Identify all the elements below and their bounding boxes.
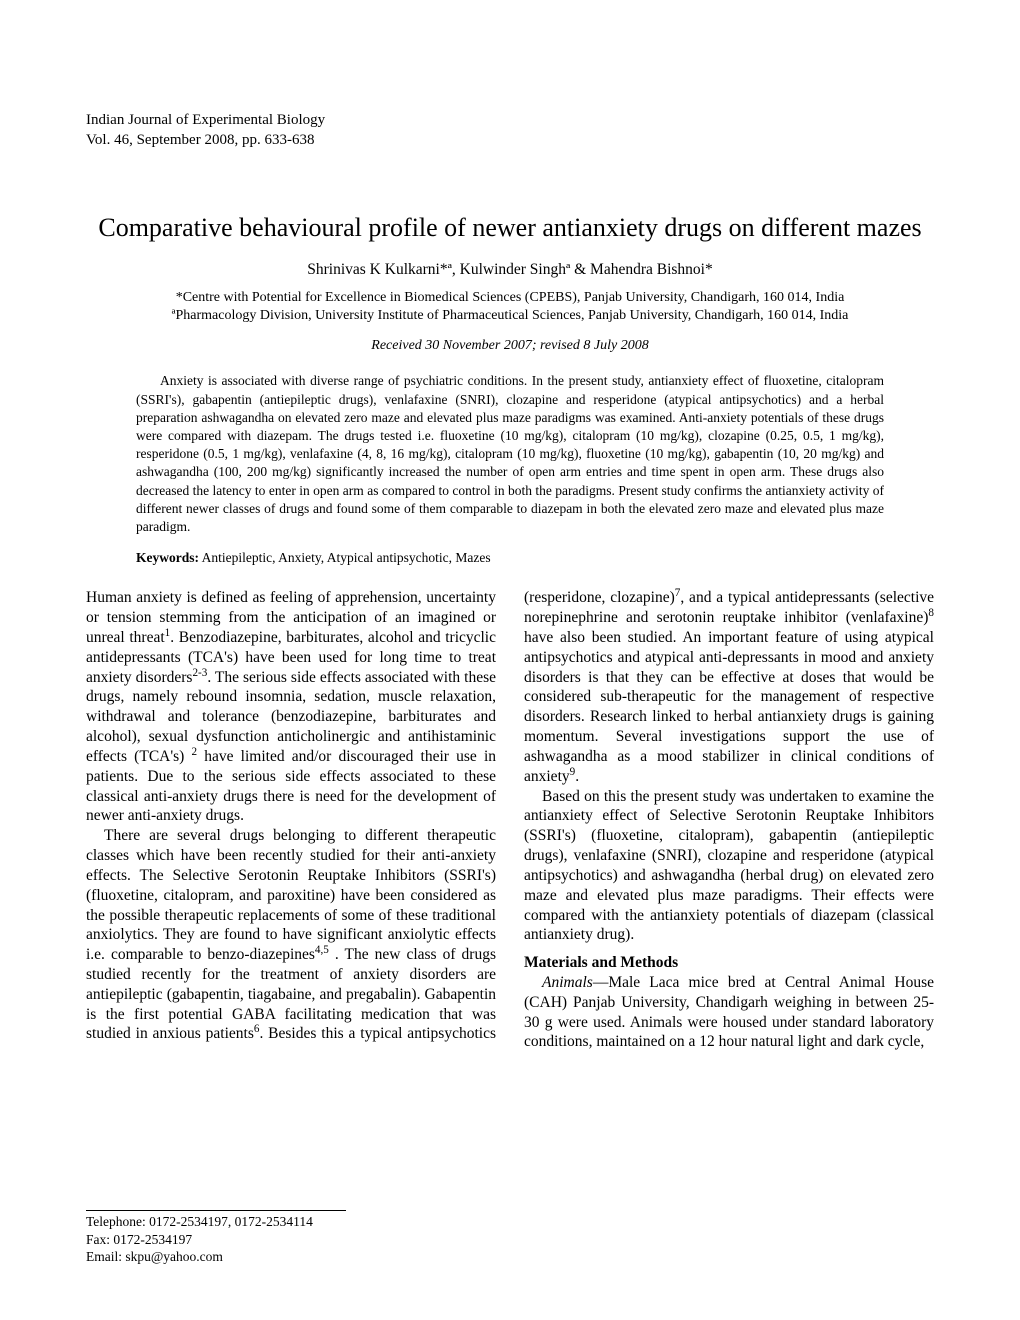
journal-issue: Vol. 46, September 2008, pp. 633-638: [86, 130, 934, 150]
body-para-4: Animals―Male Laca mice bred at Central A…: [524, 973, 934, 1052]
materials-methods-heading: Materials and Methods: [524, 953, 934, 973]
body-columns: Human anxiety is defined as feeling of a…: [86, 588, 934, 1052]
ref-4-5: 4,5: [315, 944, 329, 956]
ref-2-3: 2-3: [192, 666, 207, 678]
ref-8: 8: [928, 607, 934, 619]
contact-footer: Telephone: 0172-2534197, 0172-2534114 Fa…: [86, 1210, 346, 1266]
journal-name: Indian Journal of Experimental Biology: [86, 110, 934, 130]
paper-title: Comparative behavioural profile of newer…: [86, 213, 934, 243]
animals-subhead: Animals: [542, 974, 593, 991]
journal-header: Indian Journal of Experimental Biology V…: [86, 110, 934, 151]
body-text: .: [575, 768, 579, 785]
received-line: Received 30 November 2007; revised 8 Jul…: [86, 338, 934, 354]
contact-email: Email: skpu@yahoo.com: [86, 1248, 346, 1266]
affiliations: *Centre with Potential for Excellence in…: [86, 289, 934, 327]
keywords-value: Antiepileptic, Anxiety, Atypical antipsy…: [202, 550, 491, 565]
body-para-3: Based on this the present study was unde…: [524, 787, 934, 946]
affiliation-1: *Centre with Potential for Excellence in…: [86, 289, 934, 308]
affiliation-2: ªPharmacology Division, University Insti…: [86, 307, 934, 326]
keywords: Keywords: Antiepileptic, Anxiety, Atypic…: [136, 550, 884, 566]
contact-telephone: Telephone: 0172-2534197, 0172-2534114: [86, 1213, 346, 1231]
contact-fax: Fax: 0172-2534197: [86, 1231, 346, 1249]
authors-line: Shrinivas K Kulkarni*ª, Kulwinder Singhª…: [86, 261, 934, 279]
body-para-1: Human anxiety is defined as feeling of a…: [86, 588, 496, 826]
body-text: There are several drugs belonging to dif…: [86, 827, 496, 963]
abstract-text: Anxiety is associated with diverse range…: [136, 372, 884, 536]
abstract: Anxiety is associated with diverse range…: [136, 372, 884, 536]
body-text: have also been studied. An important fea…: [524, 629, 934, 785]
keywords-label: Keywords:: [136, 550, 199, 565]
